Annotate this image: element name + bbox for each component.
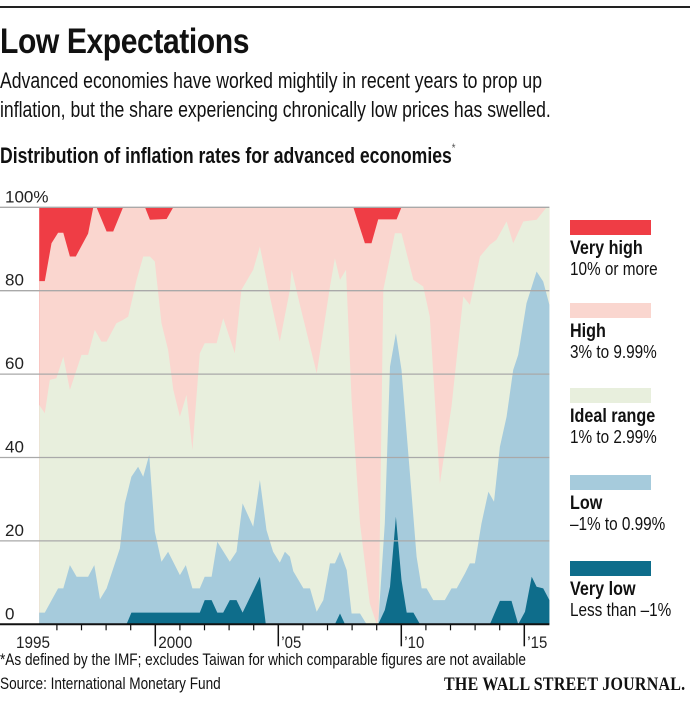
- wsj-logo: THE WALL STREET JOURNAL.: [444, 674, 686, 695]
- x-tick-label: ’10: [404, 633, 424, 652]
- legend-label-very-low: Very low: [570, 579, 636, 600]
- source-note: Source: International Monetary Fund: [0, 674, 221, 693]
- subtitle-line-2: inflation, but the share experiencing ch…: [0, 97, 551, 122]
- chart-title-marker: *: [451, 141, 456, 155]
- legend-swatch-very-high: [570, 220, 651, 235]
- y-tick-label: 0: [5, 604, 14, 623]
- y-tick-label: 20: [5, 521, 24, 540]
- x-tick-label: ’15: [527, 633, 547, 652]
- legend-range-ideal-range: 1% to 2.99%: [570, 427, 657, 447]
- chart-title: Distribution of inflation rates for adva…: [0, 141, 456, 169]
- legend-label-high: High: [570, 321, 606, 342]
- chart-title-text: Distribution of inflation rates for adva…: [0, 143, 452, 168]
- axes: 0 20 40 60 80 100% 1995 2000 ’05 ’10 ’15: [0, 187, 550, 652]
- top-rule: [0, 6, 690, 8]
- legend-range-high: 3% to 9.99%: [570, 342, 657, 362]
- area-ideal-range: [39, 207, 550, 625]
- y-tick-label: 60: [5, 354, 24, 373]
- y-tick-label: 80: [5, 271, 24, 290]
- area-very-low: [39, 516, 550, 625]
- y-tick-label: 40: [5, 438, 24, 457]
- area-layer: [39, 207, 550, 625]
- legend-label-very-high: Very high: [570, 238, 643, 259]
- legend-range-very-high: 10% or more: [570, 259, 658, 279]
- legend-swatch-low: [570, 475, 651, 490]
- legend-range-very-low: Less than –1%: [570, 600, 672, 620]
- area-low: [39, 271, 550, 625]
- legend-swatch-very-low: [570, 561, 651, 576]
- subtitle-line-1: Advanced economies have worked mightily …: [0, 68, 542, 93]
- x-tick-label: 1995: [16, 633, 50, 652]
- legend-swatch-high: [570, 303, 651, 318]
- y-tick-label: 100%: [5, 187, 48, 206]
- x-tick-label: 2000: [158, 633, 192, 652]
- legend-range-low: –1% to 0.99%: [570, 514, 666, 534]
- x-tick-label: ’05: [281, 633, 301, 652]
- footnote: *As defined by the IMF; excludes Taiwan …: [0, 650, 526, 669]
- page-title: Low Expectations: [0, 22, 250, 61]
- legend-swatch-ideal-range: [570, 388, 651, 403]
- legend-label-low: Low: [570, 493, 603, 514]
- gridlines: [0, 206, 550, 542]
- legend-label-ideal-range: Ideal range: [570, 406, 656, 427]
